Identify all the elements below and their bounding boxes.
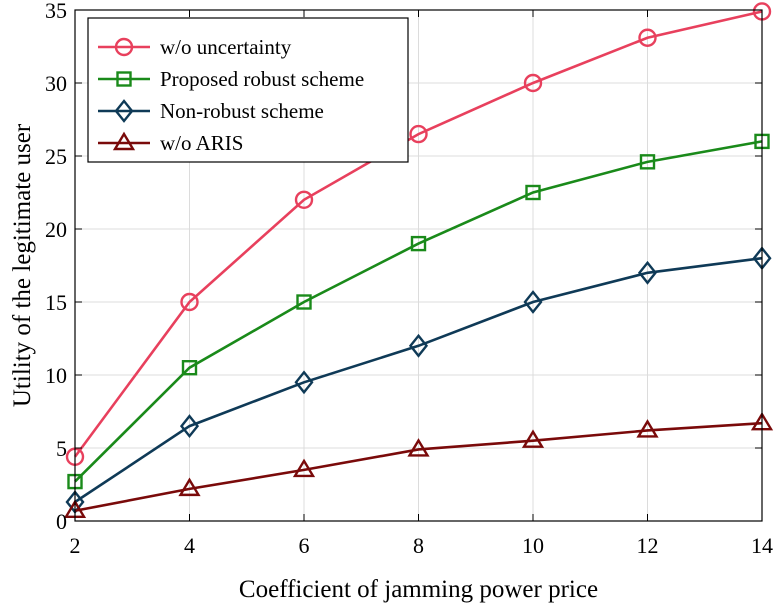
series-line	[73, 10, 763, 458]
data-point	[410, 235, 427, 252]
x-tick-label: 2	[70, 533, 81, 558]
y-tick-label: 0	[56, 509, 67, 534]
series-line	[74, 421, 763, 513]
series-triangle	[63, 411, 774, 518]
data-point	[294, 370, 314, 395]
series-diamond	[65, 246, 772, 514]
series-line	[74, 140, 763, 483]
data-point	[639, 154, 656, 170]
series-line	[74, 256, 763, 504]
legend-marker	[112, 131, 136, 151]
data-point	[296, 294, 312, 310]
legend-label: Proposed robust scheme	[160, 67, 364, 91]
data-point	[407, 438, 430, 457]
x-tick-label: 6	[299, 533, 310, 558]
y-tick-label: 10	[45, 363, 67, 388]
x-tick-label: 12	[637, 533, 659, 558]
x-tick-label: 8	[413, 533, 424, 558]
legend-item: Proposed robust scheme	[98, 67, 364, 91]
tick-layer: 2 4 6 8 10 12 14 0 5 10 15 20 25 30 35	[45, 0, 773, 558]
data-point	[637, 260, 658, 285]
legend-item: Non-robust scheme	[98, 99, 324, 123]
legend-item: w/o ARIS	[98, 131, 243, 155]
y-axis-label: Utility of the legitimate user	[9, 123, 36, 407]
data-point	[408, 333, 429, 358]
data-point	[294, 190, 314, 210]
legend-label: w/o uncertainty	[160, 35, 292, 59]
data-point	[523, 290, 543, 314]
data-point	[181, 360, 198, 376]
data-point	[292, 458, 316, 478]
legend-box	[87, 17, 409, 163]
data-point	[409, 124, 428, 144]
x-tick-label: 10	[522, 533, 544, 558]
series-layer	[63, 2, 774, 518]
legend-marker	[114, 37, 134, 57]
data-point	[523, 73, 543, 93]
data-point	[638, 28, 657, 47]
data-point	[180, 292, 199, 312]
legend-marker	[114, 99, 134, 123]
y-tick-label: 15	[45, 290, 67, 315]
data-point	[178, 477, 201, 497]
y-tick-label: 25	[45, 144, 67, 169]
y-tick-label: 20	[45, 217, 67, 242]
x-axis-label: Coefficient of jamming power price	[239, 576, 598, 603]
data-point	[521, 429, 545, 448]
legend-label: Non-robust scheme	[160, 99, 324, 123]
legend-marker	[116, 71, 132, 87]
y-tick-label: 35	[45, 0, 67, 23]
data-point	[636, 419, 659, 438]
legend-label: w/o ARIS	[160, 131, 243, 155]
series-square	[67, 133, 770, 490]
data-point	[179, 414, 200, 439]
series-circle	[65, 2, 772, 466]
y-tick-label: 30	[45, 71, 67, 96]
x-tick-label: 14	[751, 533, 773, 558]
legend: w/o uncertainty Proposed robust scheme Non…	[87, 17, 409, 163]
y-tick-label: 5	[56, 436, 67, 461]
legend-item: w/o uncertainty	[98, 35, 292, 59]
data-point	[525, 184, 541, 201]
x-tick-label: 4	[184, 533, 195, 558]
